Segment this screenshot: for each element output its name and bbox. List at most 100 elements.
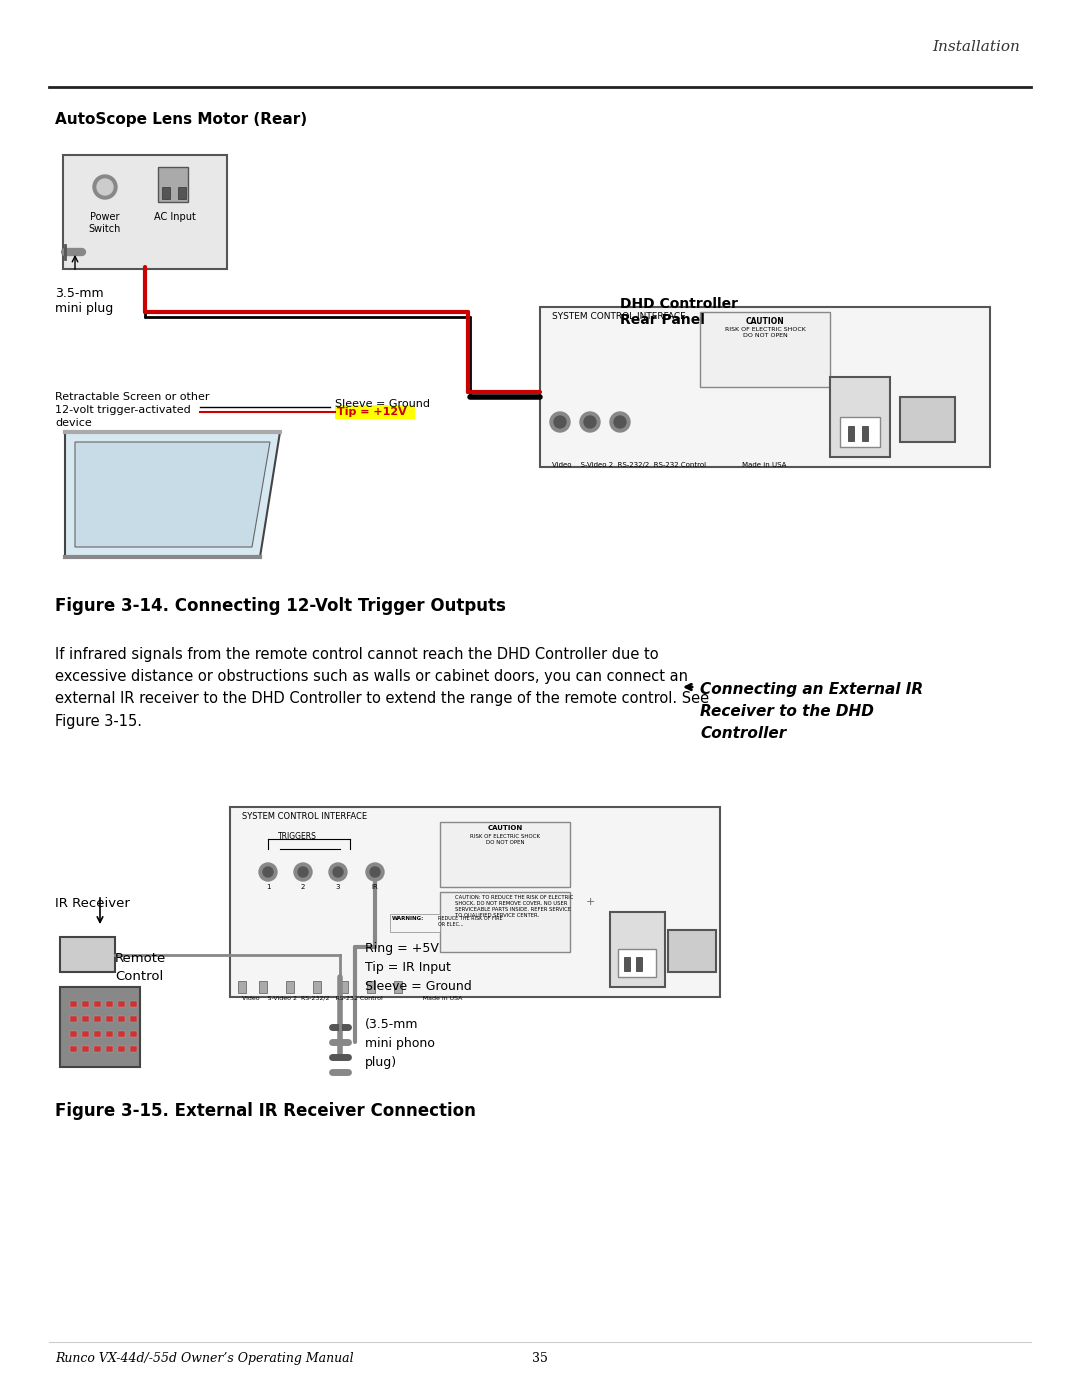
Circle shape — [298, 868, 308, 877]
Bar — [82, 1031, 89, 1037]
Circle shape — [93, 175, 117, 198]
Text: Video    S-Video 2  RS-232/2   RS-232 Control                    Made in USA: Video S-Video 2 RS-232/2 RS-232 Control … — [242, 995, 462, 1000]
Bar — [94, 1031, 102, 1037]
Text: AutoScope Lens Motor (Rear): AutoScope Lens Motor (Rear) — [55, 112, 307, 127]
Circle shape — [366, 863, 384, 882]
Bar — [286, 981, 294, 993]
Bar — [106, 1016, 113, 1023]
Bar — [848, 426, 854, 441]
Bar — [624, 957, 630, 971]
Bar — [106, 1031, 113, 1037]
Circle shape — [584, 416, 596, 427]
Bar — [70, 1046, 77, 1052]
Bar — [162, 187, 170, 198]
Bar — [700, 312, 831, 387]
Bar — [540, 307, 990, 467]
Text: AC Input: AC Input — [154, 212, 195, 222]
Polygon shape — [65, 432, 280, 557]
Bar — [94, 1002, 102, 1007]
Text: Sleeve = Ground: Sleeve = Ground — [335, 400, 430, 409]
Text: Figure 3-14. Connecting 12-Volt Trigger Outputs: Figure 3-14. Connecting 12-Volt Trigger … — [55, 597, 505, 615]
Text: IR Receiver: IR Receiver — [55, 897, 130, 909]
Bar — [60, 988, 140, 1067]
Bar — [440, 893, 570, 951]
Bar — [313, 981, 321, 993]
Bar — [440, 821, 570, 887]
Bar — [130, 1016, 137, 1023]
Bar — [238, 981, 246, 993]
Bar — [82, 1046, 89, 1052]
Bar — [60, 937, 114, 972]
Text: Installation: Installation — [932, 41, 1020, 54]
Bar — [70, 1031, 77, 1037]
Bar — [367, 981, 375, 993]
Text: Connecting an External IR
Receiver to the DHD
Controller: Connecting an External IR Receiver to th… — [700, 682, 923, 742]
Bar — [118, 1046, 125, 1052]
Bar — [831, 377, 890, 457]
Circle shape — [610, 412, 630, 432]
Text: SYSTEM CONTROL INTERFACE: SYSTEM CONTROL INTERFACE — [242, 812, 367, 821]
Bar — [636, 957, 642, 971]
Text: 3.5-mm
mini plug: 3.5-mm mini plug — [55, 286, 113, 314]
Bar — [82, 1016, 89, 1023]
Bar — [335, 405, 415, 419]
Bar — [94, 1016, 102, 1023]
Text: REDUCE THE RISK OF FIRE
OR ELEC...: REDUCE THE RISK OF FIRE OR ELEC... — [438, 916, 502, 926]
Text: WARNING:: WARNING: — [392, 916, 424, 921]
Text: +: + — [585, 897, 595, 907]
Bar — [259, 981, 267, 993]
Bar — [130, 1002, 137, 1007]
Text: Tip = +12V: Tip = +12V — [337, 407, 407, 416]
Text: IR: IR — [372, 884, 378, 890]
Bar — [118, 1002, 125, 1007]
Bar — [669, 930, 716, 972]
Text: RISK OF ELECTRIC SHOCK
DO NOT OPEN: RISK OF ELECTRIC SHOCK DO NOT OPEN — [470, 834, 540, 845]
Text: Remote
Control: Remote Control — [114, 951, 166, 983]
Bar — [340, 981, 348, 993]
Circle shape — [333, 868, 343, 877]
Text: 1: 1 — [266, 884, 270, 890]
Bar — [118, 1031, 125, 1037]
Text: CAUTION: CAUTION — [745, 317, 784, 326]
Bar — [106, 1002, 113, 1007]
Bar — [840, 416, 880, 447]
Text: 3: 3 — [336, 884, 340, 890]
Bar — [610, 912, 665, 988]
Circle shape — [329, 863, 347, 882]
Bar — [82, 1002, 89, 1007]
Bar — [178, 187, 186, 198]
Bar — [230, 807, 720, 997]
Bar — [900, 397, 955, 441]
Circle shape — [370, 868, 380, 877]
Circle shape — [580, 412, 600, 432]
Circle shape — [294, 863, 312, 882]
Bar — [130, 1046, 137, 1052]
Text: If infrared signals from the remote control cannot reach the DHD Controller due : If infrared signals from the remote cont… — [55, 647, 710, 729]
Text: 2: 2 — [301, 884, 306, 890]
Text: CAUTION: TO REDUCE THE RISK OF ELECTRIC
SHOCK, DO NOT REMOVE COVER. NO USER
SERV: CAUTION: TO REDUCE THE RISK OF ELECTRIC … — [455, 895, 573, 918]
Text: Ring = +5V
Tip = IR Input
Sleeve = Ground

(3.5-mm
mini phono
plug): Ring = +5V Tip = IR Input Sleeve = Groun… — [365, 942, 472, 1069]
Bar — [70, 1016, 77, 1023]
FancyBboxPatch shape — [63, 155, 227, 270]
Bar — [394, 981, 402, 993]
Polygon shape — [75, 441, 270, 548]
Text: TRIGGERS: TRIGGERS — [278, 833, 316, 841]
Text: Video    S-Video 2  RS-232/2  RS-232 Control                Made in USA: Video S-Video 2 RS-232/2 RS-232 Control … — [552, 462, 786, 468]
Bar — [158, 168, 188, 203]
Text: Retractable Screen or other
12-volt trigger-activated
device: Retractable Screen or other 12-volt trig… — [55, 393, 210, 429]
Bar — [118, 1016, 125, 1023]
Bar — [130, 1031, 137, 1037]
Bar — [94, 1046, 102, 1052]
Text: CAUTION: CAUTION — [487, 826, 523, 831]
Text: 35: 35 — [532, 1352, 548, 1365]
Circle shape — [264, 868, 273, 877]
Circle shape — [97, 179, 113, 196]
Text: Power
Switch: Power Switch — [89, 212, 121, 233]
Bar — [862, 426, 868, 441]
Circle shape — [615, 416, 626, 427]
Text: SYSTEM CONTROL INTERFACE: SYSTEM CONTROL INTERFACE — [552, 312, 686, 321]
Bar — [70, 1002, 77, 1007]
Bar — [106, 1046, 113, 1052]
Text: Runco VX-44d/-55d Owner’s Operating Manual: Runco VX-44d/-55d Owner’s Operating Manu… — [55, 1352, 353, 1365]
Text: DHD Controller
Rear Panel: DHD Controller Rear Panel — [620, 298, 738, 327]
